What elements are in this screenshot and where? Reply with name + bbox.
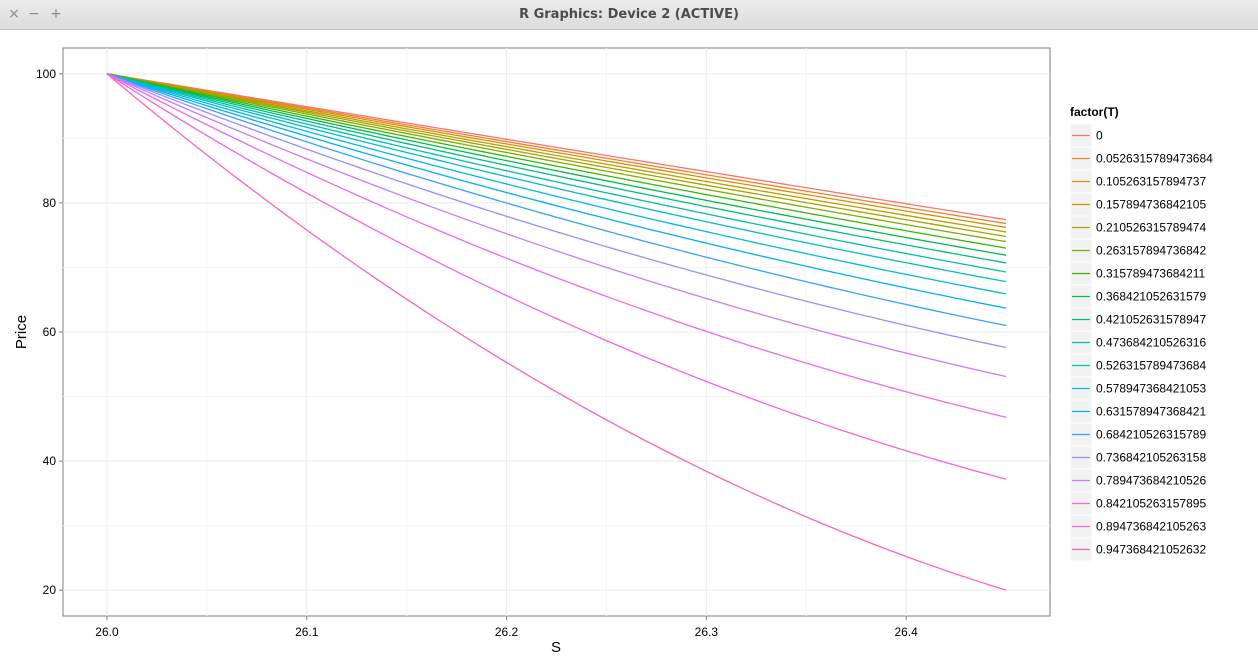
legend-label: 0.631578947368421 — [1096, 405, 1206, 419]
series-line — [106, 73, 1007, 283]
series-line — [106, 73, 1007, 480]
y-tick-label: 60 — [43, 325, 57, 339]
series-lines — [106, 73, 1007, 591]
x-tick-label: 26.1 — [295, 625, 319, 639]
legend-label: 0.894736842105263 — [1096, 520, 1206, 534]
y-tick-label: 20 — [43, 583, 57, 597]
series-line — [106, 73, 1007, 221]
x-tick-label: 26.0 — [95, 625, 119, 639]
legend-label: 0.526315789473684 — [1096, 359, 1206, 373]
series-line — [106, 73, 1007, 264]
series-line — [106, 73, 1007, 349]
legend-label: 0.368421052631579 — [1096, 290, 1206, 304]
x-axis-title: S — [551, 639, 561, 656]
series-line — [106, 73, 1007, 378]
series-line — [106, 73, 1007, 243]
legend-label: 0.0526315789473684 — [1096, 152, 1213, 166]
series-line — [106, 73, 1007, 225]
y-axis: 20 40 60 80 100 — [36, 67, 63, 597]
grid-major — [63, 48, 1050, 616]
y-tick-label: 100 — [36, 67, 56, 81]
series-line — [106, 73, 1007, 295]
y-tick-label: 40 — [43, 454, 57, 468]
close-icon[interactable]: × — [8, 6, 20, 22]
legend-label: 0.421052631578947 — [1096, 313, 1206, 327]
y-axis-title: Price — [13, 315, 30, 349]
legend-label: 0.578947368421053 — [1096, 382, 1206, 396]
series-line — [106, 73, 1007, 591]
legend: factor(T) 0 0.0526315789473684 0.105263157… — [1069, 105, 1213, 562]
series-line — [106, 73, 1007, 249]
x-axis: 26.0 26.1 26.2 26.3 26.4 — [95, 616, 918, 639]
legend-label: 0.210526315789474 — [1096, 221, 1206, 235]
legend-label: 0.842105263157895 — [1096, 497, 1206, 511]
legend-label: 0.947368421052632 — [1096, 543, 1206, 557]
series-line — [106, 73, 1007, 256]
plot-area: 26.0 26.1 26.2 26.3 26.4 20 40 60 80 100 S Price… — [0, 30, 1258, 667]
legend-label: 0.473684210526316 — [1096, 336, 1206, 350]
legend-title: factor(T) — [1070, 105, 1119, 119]
window-title: R Graphics: Device 2 (ACTIVE) — [519, 7, 739, 22]
x-tick-label: 26.3 — [695, 625, 719, 639]
legend-label: 0.789473684210526 — [1096, 474, 1206, 488]
x-tick-label: 26.2 — [495, 625, 519, 639]
legend-label: 0.105263157894737 — [1096, 175, 1206, 189]
minimize-icon[interactable]: − — [28, 6, 40, 22]
series-line — [106, 73, 1007, 327]
line-chart: 26.0 26.1 26.2 26.3 26.4 20 40 60 80 100 S Price… — [13, 47, 1213, 656]
legend-label: 0.263157894736842 — [1096, 244, 1206, 258]
legend-label: 0.157894736842105 — [1096, 198, 1206, 212]
maximize-icon[interactable]: + — [50, 6, 62, 22]
title-bar: × − + R Graphics: Device 2 (ACTIVE) — [0, 0, 1258, 30]
series-line — [106, 73, 1007, 238]
series-line — [106, 73, 1007, 233]
legend-label: 0 — [1096, 129, 1103, 143]
series-line — [106, 73, 1007, 309]
legend-label: 0.684210526315789 — [1096, 428, 1206, 442]
legend-label: 0.315789473684211 — [1096, 267, 1206, 281]
series-line — [106, 73, 1007, 229]
legend-label: 0.736842105263158 — [1096, 451, 1206, 465]
y-tick-label: 80 — [43, 196, 57, 210]
series-line — [106, 73, 1007, 418]
x-tick-label: 26.4 — [894, 625, 918, 639]
series-line — [106, 73, 1007, 273]
grid-minor — [63, 48, 1050, 616]
